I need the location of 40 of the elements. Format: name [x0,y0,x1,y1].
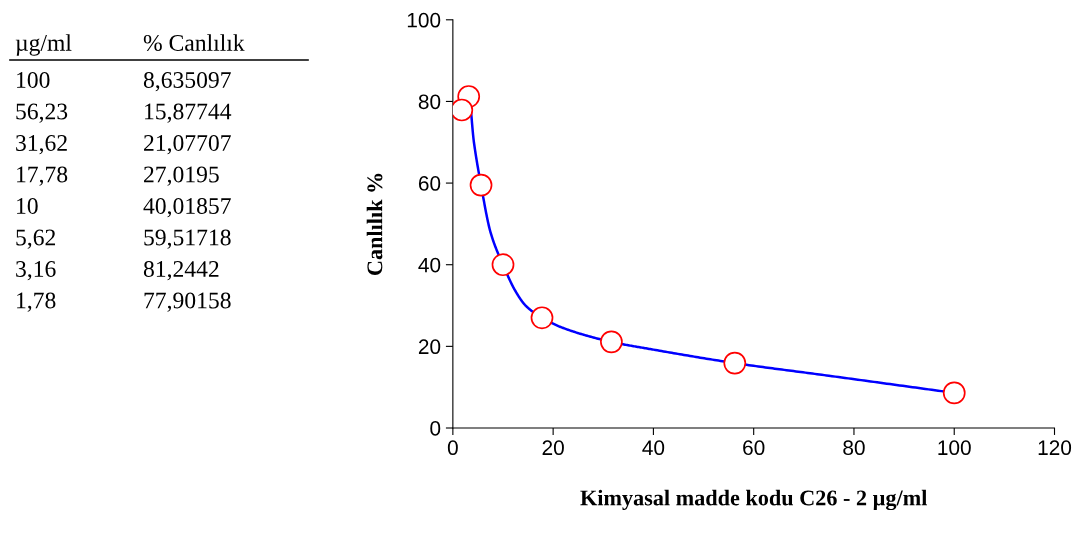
y-tick-label: 0 [430,421,441,436]
y-tick-label: 20 [418,339,441,355]
point [723,351,747,375]
y-tick-label: 40 [418,257,441,273]
x-tick-label: 20 [542,440,564,456]
text: 81,2442 [143,260,219,281]
text: 1,78 [17,292,56,312]
text: 3,16 [16,261,56,281]
text: 8,635097 [143,71,231,92]
point [600,330,623,354]
point [942,381,966,405]
x-tick-label: 0 [447,440,458,456]
text: 27,0195 [144,166,219,186]
y-tick-label: 60 [418,176,441,191]
text: 56,23 [16,103,68,123]
x-tick-label: 40 [642,440,665,456]
point [452,98,474,122]
text: 40,01857 [143,197,231,218]
text: µg/ml [15,34,72,56]
text: 17,78 [17,166,68,186]
point [491,253,515,277]
y-tick-label: 80 [418,94,441,110]
point [469,173,493,197]
text: 15,87744 [145,103,232,123]
text: 31,62 [16,135,67,155]
x-tick-label: 80 [843,440,865,456]
text: 21,07707 [144,134,231,155]
text: 100 [17,71,50,88]
x-axis-title: Kimyasal madde kodu C26 - 2 µg/ml [580,489,928,511]
y-tick-label: 100 [407,12,441,28]
x-tick-label: 120 [1038,440,1072,456]
text: % Canlılık [143,34,245,51]
text: 77,90158 [144,292,231,312]
x-tick-label: 100 [938,440,971,456]
x-tick-label: 60 [743,440,765,456]
y-axis-title: Canlılık % [366,173,383,275]
text: 10 [17,197,38,214]
point [530,306,554,330]
text: 59,51718 [144,229,231,249]
text: 5,62 [16,229,56,249]
